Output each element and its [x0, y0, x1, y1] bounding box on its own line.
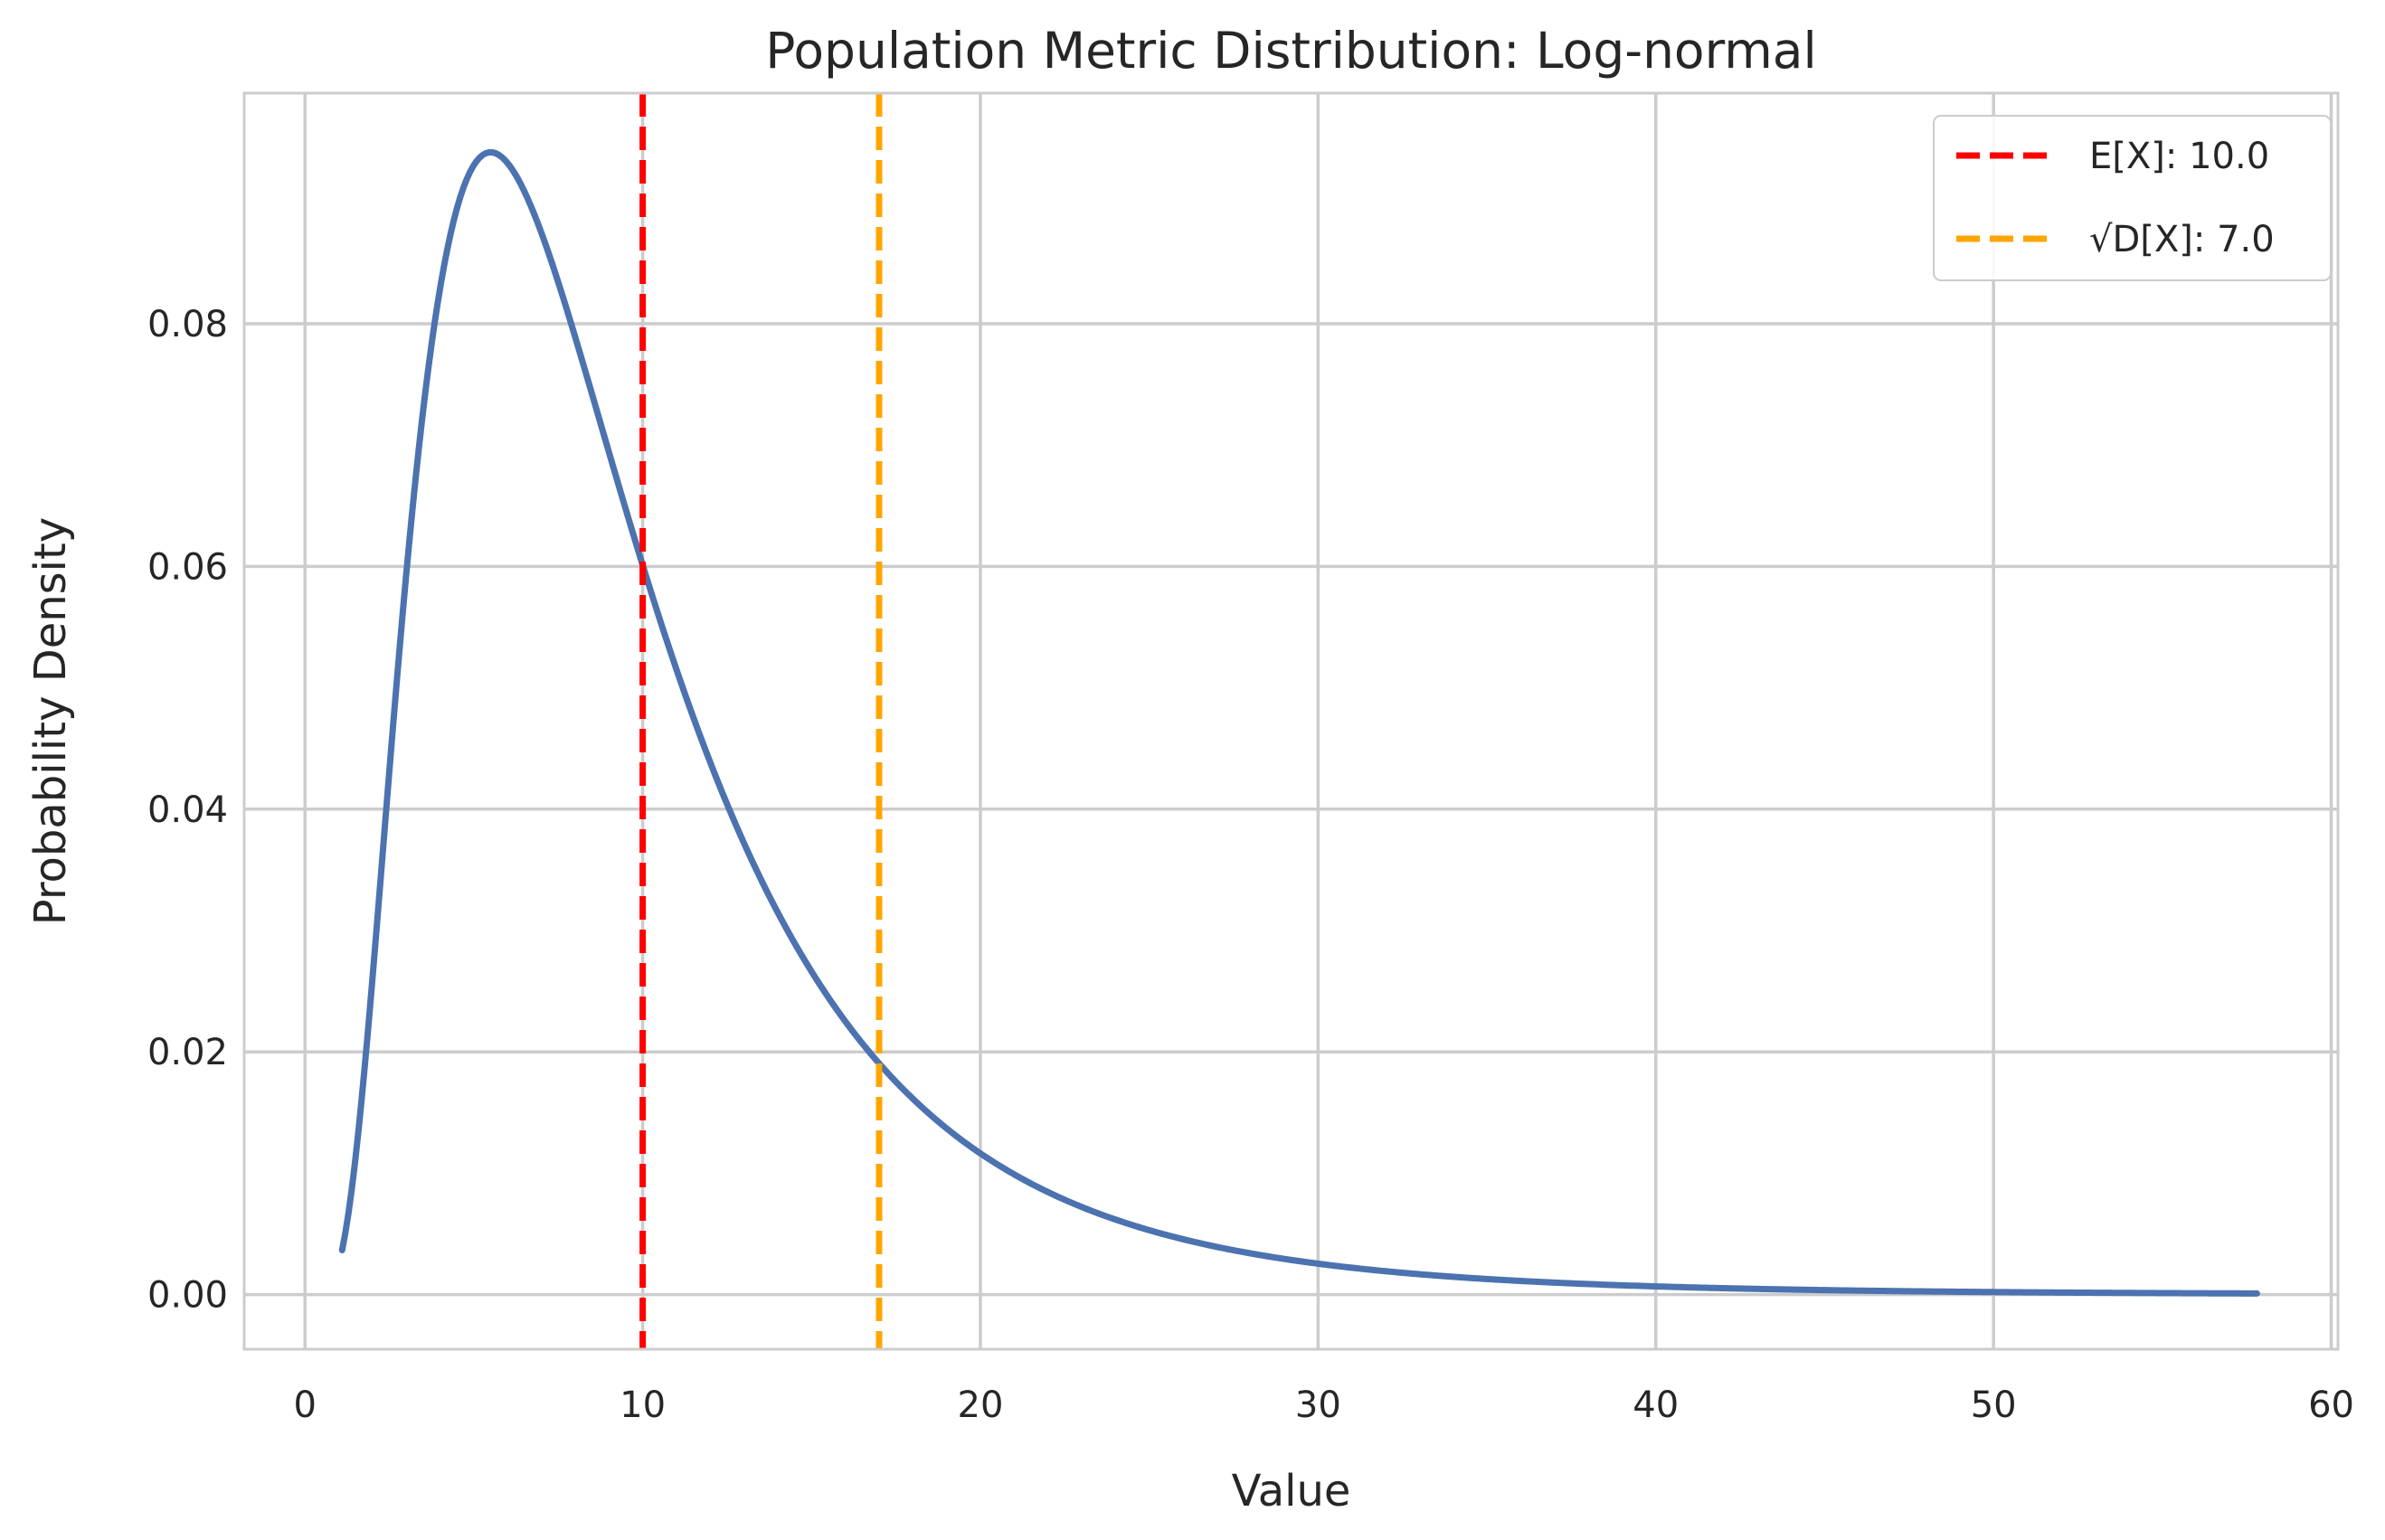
y-tick-label: 0.06: [147, 546, 228, 588]
y-tick-label: 0.02: [147, 1032, 228, 1073]
x-tick-label: 0: [293, 1384, 316, 1426]
legend-label-mean: E[X]: 10.0: [2089, 136, 2269, 177]
grid: [244, 93, 2338, 1349]
x-tick-label: 60: [2308, 1384, 2354, 1426]
y-tick-label: 0.04: [147, 789, 228, 831]
y-tick-labels: 0.00 0.02 0.04 0.06 0.08: [147, 304, 228, 1317]
x-tick-label: 40: [1633, 1384, 1679, 1426]
y-tick-label: 0.00: [147, 1275, 228, 1317]
curve-layer: [338, 148, 2260, 1297]
chart-title: Population Metric Distribution: Log-norm…: [765, 22, 1817, 80]
x-tick-label: 50: [1971, 1384, 2017, 1426]
x-tick-labels: 0 10 20 30 40 50 60: [293, 1384, 2354, 1426]
vline-layer: [639, 93, 883, 1349]
x-tick-label: 10: [620, 1384, 666, 1426]
legend: E[X]: 10.0 √D[X]: 7.0: [1933, 115, 2332, 281]
legend-label-std: √D[X]: 7.0: [2089, 219, 2275, 260]
plot-frame: [242, 91, 2340, 1351]
x-tick-label: 20: [958, 1384, 1004, 1426]
y-axis-label: Probability Density: [25, 517, 76, 925]
y-tick-label: 0.08: [147, 304, 228, 345]
x-tick-label: 30: [1295, 1384, 1341, 1426]
x-axis-label: Value: [1232, 1466, 1351, 1516]
density-curve: [338, 148, 2260, 1297]
